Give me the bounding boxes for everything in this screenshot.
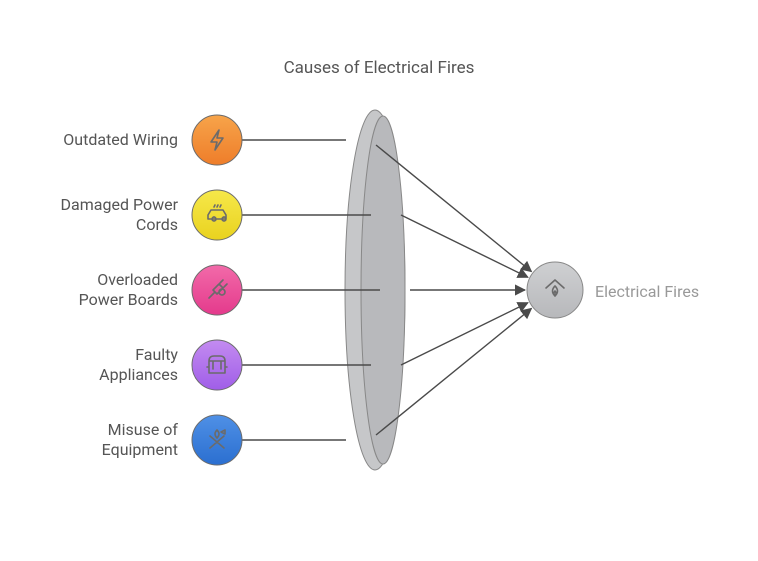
cause-label-misuse-equipment: Misuse ofEquipment [102,420,178,460]
cause-label-overloaded-boards: OverloadedPower Boards [79,270,178,310]
cause-label-faulty-appliances: FaultyAppliances [99,345,178,385]
cause-label-outdated-wiring: Outdated Wiring [63,130,178,150]
cause-node-damaged-cords [192,190,242,240]
cause-node-outdated-wiring [192,115,242,165]
edge-out-faulty-appliances [401,303,528,365]
cause-node-faulty-appliances [192,340,242,390]
cause-label-damaged-cords: Damaged PowerCords [61,195,178,235]
result-label: Electrical Fires [595,282,699,301]
cause-node-misuse-equipment [192,415,242,465]
cause-node-overloaded-boards [192,265,242,315]
edge-out-damaged-cords [401,215,528,277]
result-node [527,262,583,318]
